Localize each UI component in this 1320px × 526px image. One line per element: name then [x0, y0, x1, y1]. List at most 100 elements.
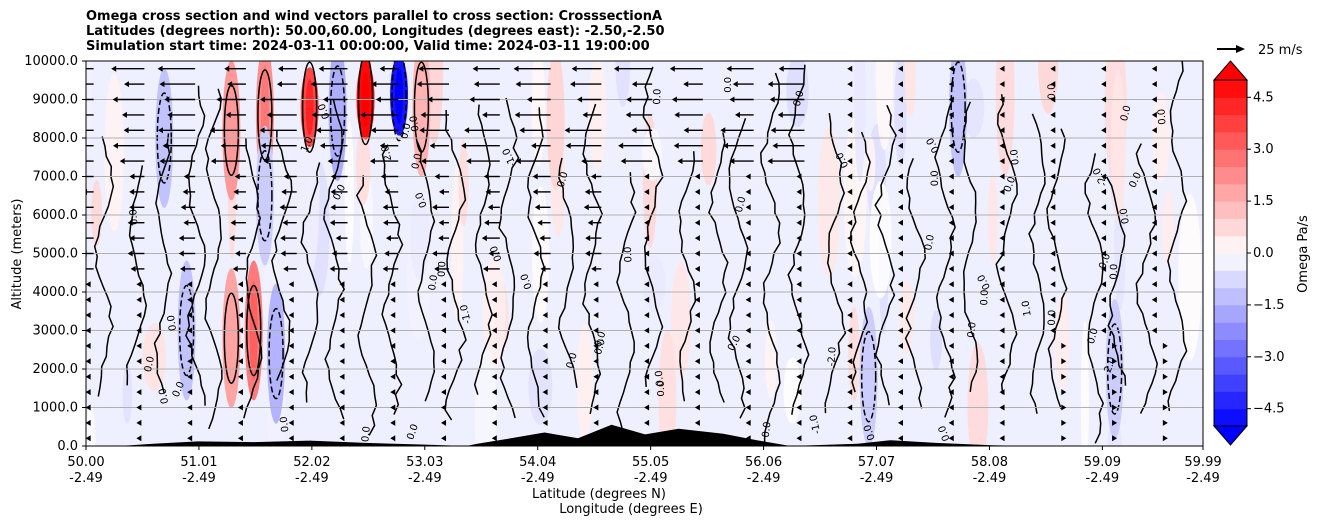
- omega-contour: [413, 61, 430, 153]
- wind-vector-head: [157, 65, 163, 72]
- wind-vector-head: [178, 235, 184, 242]
- wind-vector-head: [472, 65, 478, 72]
- wind-vector-head: [187, 435, 193, 442]
- wind-vector-head: [136, 327, 142, 334]
- wind-vector-head: [232, 204, 238, 211]
- wind-vector-head: [439, 188, 445, 195]
- wind-vector-head: [593, 327, 599, 334]
- wind-vector-head: [315, 127, 321, 134]
- omega-cell: [671, 261, 692, 377]
- wind-vector-head: [948, 173, 954, 180]
- wind-vector-head: [671, 96, 677, 103]
- zero-contour: [300, 162, 321, 403]
- wind-vector-head: [1101, 281, 1107, 288]
- colorbar: 4.5 3.0 1.5 0.0 −1.5 −3.0 −4.5: [1212, 60, 1285, 446]
- wind-vector-head: [322, 96, 328, 103]
- colorbar-band: [1214, 131, 1247, 150]
- wind-vector-head: [1101, 296, 1107, 303]
- wind-vector-head: [136, 373, 142, 380]
- wind-vector-head: [1050, 65, 1056, 72]
- wind-vector-head: [796, 358, 802, 365]
- x-tick-label-lat: 52.02: [293, 455, 330, 470]
- omega-cell: [395, 67, 404, 124]
- wind-vector-head: [897, 281, 903, 288]
- wind-vector-head: [1112, 389, 1118, 396]
- omega-cell: [1161, 190, 1175, 267]
- x-axis-label-lat: Latitude (degrees N): [532, 487, 666, 502]
- zero-contour: [381, 144, 404, 415]
- wind-vector-head: [796, 404, 802, 411]
- wind-vector-head: [482, 111, 488, 118]
- wind-vector-head: [948, 65, 954, 72]
- wind-vector-head: [1151, 204, 1157, 211]
- quiver-key-label: 25 m/s: [1258, 43, 1303, 58]
- wind-vector-head: [542, 358, 548, 365]
- wind-vector-head: [130, 265, 136, 272]
- wind-vector-head: [1101, 158, 1107, 165]
- wind-vector-head: [564, 127, 570, 134]
- wind-vector-head: [532, 188, 538, 195]
- wind-vector-head: [897, 111, 903, 118]
- wind-vector-head: [1050, 204, 1056, 211]
- colorbar-tick-label: 0.0: [1253, 246, 1274, 261]
- wind-vector-head: [897, 219, 903, 226]
- wind-vector-head: [129, 235, 135, 242]
- wind-vector-head: [339, 296, 345, 303]
- wind-vector-head: [796, 235, 802, 242]
- wind-vector-head: [593, 389, 599, 396]
- wind-vector-head: [729, 158, 735, 165]
- contour-label: 0.0: [143, 355, 157, 373]
- wind-vector-head: [491, 327, 497, 334]
- wind-vector-head: [999, 312, 1005, 319]
- wind-vector-head: [897, 389, 903, 396]
- wind-vector-head: [694, 265, 700, 272]
- wind-vector-head: [948, 435, 954, 442]
- wind-vector-head: [127, 219, 133, 226]
- wind-vector-head: [288, 419, 294, 426]
- wind-vector-head: [216, 96, 222, 103]
- colorbar-band: [1214, 149, 1247, 167]
- contour-label: 0.0: [317, 102, 333, 121]
- wind-vector-head: [1112, 435, 1118, 442]
- wind-vector-head: [674, 111, 680, 118]
- wind-vector-head: [583, 204, 589, 211]
- wind-vector-head: [847, 250, 853, 257]
- wind-vector-head: [1061, 373, 1067, 380]
- omega-cell: [458, 139, 469, 227]
- wind-vector-head: [1050, 158, 1056, 165]
- omega-cell: [786, 61, 809, 128]
- contour-label: 0.0: [360, 426, 373, 443]
- omega-contours: [93, 61, 1188, 444]
- wind-vector-head: [626, 96, 632, 103]
- wind-vector-head: [1151, 96, 1157, 103]
- wind-vector-head: [796, 327, 802, 334]
- wind-vector-head: [318, 65, 324, 72]
- wind-vector-head: [999, 65, 1005, 72]
- wind-vector-head: [55, 158, 60, 164]
- omega-cell: [474, 348, 497, 446]
- wind-vector-head: [319, 142, 325, 149]
- wind-vector-head: [288, 389, 294, 396]
- wind-vector-head: [1101, 173, 1107, 180]
- wind-vector-head: [1112, 373, 1118, 380]
- wind-vector-head: [187, 312, 193, 319]
- zero-contour: [271, 130, 293, 381]
- wind-vector-head: [1151, 327, 1157, 334]
- zero-contour: [498, 97, 520, 419]
- wind-vector-head: [897, 419, 903, 426]
- wind-vector-head: [1050, 96, 1056, 103]
- zero-contour: [473, 104, 493, 395]
- zero-contour: [616, 172, 637, 443]
- wind-vector-head: [339, 373, 345, 380]
- wind-vector-head: [127, 250, 133, 257]
- wind-vector-head: [491, 281, 497, 288]
- wind-vector-head: [86, 435, 91, 442]
- wind-vector-head: [948, 419, 954, 426]
- zero-contour: [727, 118, 749, 419]
- wind-vector-head: [796, 204, 802, 211]
- wind-vector-head: [694, 281, 700, 288]
- wind-vector-head: [847, 204, 853, 211]
- wind-vector-head: [1050, 81, 1056, 88]
- y-axis-label: Altitude (meters): [10, 199, 25, 310]
- wind-vector-head: [441, 296, 447, 303]
